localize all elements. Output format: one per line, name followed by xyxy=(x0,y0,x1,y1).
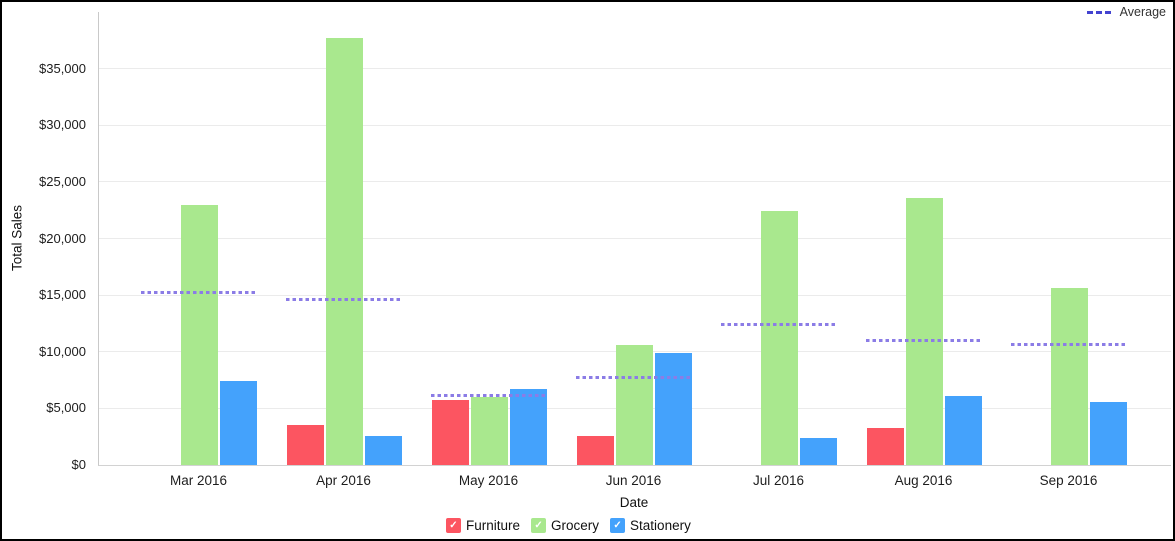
gridline-20000 xyxy=(99,238,1171,239)
average-dash-icon xyxy=(1086,10,1114,14)
average-line-jun-2016 xyxy=(576,376,693,380)
x-axis-title: Date xyxy=(619,495,649,510)
y-tick-label-0: $0 xyxy=(71,457,86,472)
bar-grocery-jul-2016[interactable] xyxy=(761,211,798,465)
average-line-apr-2016 xyxy=(286,298,403,302)
legend-check-icon-furniture: ✓ xyxy=(446,518,461,533)
bar-stationery-sep-2016[interactable] xyxy=(1090,401,1128,465)
y-tick-label-5000: $5,000 xyxy=(46,400,86,416)
plot-area xyxy=(98,12,1171,466)
bar-grocery-apr-2016[interactable] xyxy=(326,38,363,465)
x-tick-label-apr-2016: Apr 2016 xyxy=(316,473,371,488)
bar-furniture-may-2016[interactable] xyxy=(431,400,469,465)
legend-label-grocery: Grocery xyxy=(551,518,600,533)
x-tick-label-jul-2016: Jul 2016 xyxy=(752,473,805,488)
bar-furniture-aug-2016[interactable] xyxy=(866,427,904,465)
x-tick-label-mar-2016: Mar 2016 xyxy=(169,473,228,488)
legend-item-furniture[interactable]: ✓ Furniture xyxy=(446,518,520,533)
gridline-15000 xyxy=(99,294,1171,296)
average-line-aug-2016 xyxy=(866,338,983,342)
gridline-25000 xyxy=(99,181,1171,183)
legend-item-grocery[interactable]: ✓ Grocery xyxy=(531,518,599,533)
legend-label-stationery: Stationery xyxy=(630,518,691,533)
y-tick-label-20000: $20,000 xyxy=(39,230,86,246)
bar-stationery-apr-2016[interactable] xyxy=(365,435,403,465)
bar-grocery-jun-2016[interactable] xyxy=(616,344,653,465)
average-line-jul-2016 xyxy=(721,323,838,327)
bar-stationery-aug-2016[interactable] xyxy=(945,395,983,465)
y-tick-label-30000: $30,000 xyxy=(39,117,86,133)
bar-grocery-mar-2016[interactable] xyxy=(181,204,218,465)
y-tick-label-15000: $15,000 xyxy=(39,287,86,303)
x-tick-label-jun-2016: Jun 2016 xyxy=(605,473,662,488)
average-legend-item[interactable]: Average xyxy=(1086,5,1166,19)
average-line-mar-2016 xyxy=(141,291,258,295)
legend-check-icon-grocery: ✓ xyxy=(531,518,547,533)
average-line-sep-2016 xyxy=(1011,343,1128,347)
gridline-35000 xyxy=(99,68,1171,70)
x-tick-label-sep-2016: Sep 2016 xyxy=(1039,473,1098,488)
bar-stationery-jun-2016[interactable] xyxy=(655,352,693,465)
legend-label-furniture: Furniture xyxy=(466,518,521,533)
bar-furniture-jun-2016[interactable] xyxy=(576,435,614,465)
average-line-may-2016 xyxy=(431,394,548,398)
y-tick-label-35000: $35,000 xyxy=(39,60,86,76)
x-tick-label-aug-2016: Aug 2016 xyxy=(894,473,953,488)
bar-stationery-mar-2016[interactable] xyxy=(220,381,258,465)
bar-grocery-aug-2016[interactable] xyxy=(906,197,943,465)
x-tick-label-may-2016: May 2016 xyxy=(458,473,519,488)
series-legend: ✓ Furniture ✓ Grocery ✓ Stationery xyxy=(446,518,691,533)
gridline-30000 xyxy=(99,124,1171,126)
y-tick-label-10000: $10,000 xyxy=(39,343,86,359)
bar-stationery-jul-2016[interactable] xyxy=(800,437,838,465)
legend-check-icon-stationery: ✓ xyxy=(610,518,626,533)
bar-grocery-sep-2016[interactable] xyxy=(1051,288,1088,465)
average-legend-label: Average xyxy=(1119,5,1166,19)
y-tick-label-25000: $25,000 xyxy=(39,173,86,189)
legend-item-stationery[interactable]: ✓ Stationery xyxy=(610,518,691,533)
bar-furniture-apr-2016[interactable] xyxy=(286,425,324,465)
bar-grocery-may-2016[interactable] xyxy=(471,397,508,465)
bar-stationery-may-2016[interactable] xyxy=(510,389,548,465)
